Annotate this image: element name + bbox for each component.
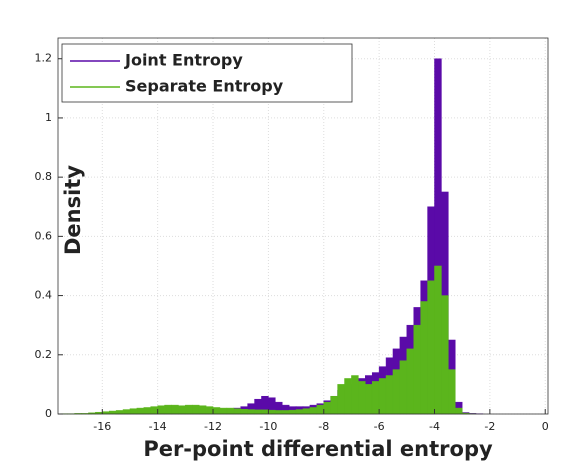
histogram-bar — [108, 410, 117, 415]
histogram-bar — [448, 369, 456, 415]
y-tick-label: 1.2 — [35, 52, 53, 65]
histogram-bar — [288, 409, 297, 415]
histogram-bar — [351, 375, 359, 415]
y-tick-label: 0.4 — [35, 289, 53, 302]
y-tick-label: 0.8 — [35, 170, 53, 183]
histogram-bar — [157, 405, 165, 415]
legend-box — [61, 43, 353, 103]
ticks: -16 -14 -12 -10 -8 -6 -4 -2 0 0 0.2 0.4 0.6 0.8 1 1.2 — [35, 52, 549, 433]
histogram-bar — [136, 407, 145, 415]
histogram-bar — [122, 409, 131, 415]
x-tick-label: -8 — [318, 420, 329, 433]
histogram-bar — [406, 348, 414, 415]
histogram-bar — [295, 409, 304, 415]
histogram-bar — [413, 324, 421, 415]
histogram-bar — [219, 407, 228, 415]
y-tick-label: 0 — [45, 407, 52, 420]
y-tick-label: 0.2 — [35, 348, 53, 361]
histogram-bar — [427, 280, 435, 415]
histogram-bar — [441, 295, 449, 415]
y-tick-label: 0.6 — [35, 229, 53, 242]
plot-frame — [57, 37, 549, 415]
histogram-bar — [150, 406, 158, 415]
x-tick-label: 0 — [542, 420, 549, 433]
histogram-bar — [371, 381, 380, 415]
x-tick-label: -12 — [204, 420, 222, 433]
histogram-bar — [399, 360, 408, 415]
histogram-bar — [268, 409, 276, 415]
histogram-bar — [198, 405, 207, 415]
histogram-bar — [385, 375, 394, 415]
histogram-bar — [323, 401, 331, 415]
x-tick-label: -2 — [484, 420, 495, 433]
histogram-bar — [240, 409, 248, 415]
histogram-bar — [212, 407, 221, 415]
histogram-bar — [115, 410, 124, 415]
histogram-bar — [337, 384, 345, 415]
x-tick-label: -10 — [259, 420, 277, 433]
histogram-bar — [378, 378, 387, 415]
histogram-bar — [330, 395, 338, 415]
histogram-bar — [455, 407, 463, 415]
y-tick-label: 1 — [45, 111, 52, 124]
legend-label: Separate Entropy — [125, 77, 284, 96]
histogram-bar — [420, 301, 428, 415]
histogram-bar — [233, 408, 241, 415]
x-tick-label: -6 — [374, 420, 385, 433]
bars — [60, 58, 484, 415]
legend-label: Joint Entropy — [124, 51, 243, 70]
histogram-bar — [164, 404, 172, 415]
legend: Joint Entropy Separate Entropy — [61, 43, 353, 103]
histogram-bar — [171, 404, 179, 415]
histogram-bar — [281, 410, 290, 415]
histogram-bar — [309, 407, 318, 415]
histogram-bar — [226, 407, 235, 415]
histogram-bar — [247, 409, 255, 415]
histogram-bar — [358, 381, 366, 415]
histogram-bar — [205, 406, 214, 415]
histogram-bar — [392, 369, 401, 415]
histogram-bar — [365, 384, 373, 415]
x-axis-label: Per-point differential entropy — [143, 437, 493, 461]
histogram-bar — [434, 265, 442, 415]
histogram-bar — [254, 409, 262, 415]
y-axis-label: Density — [61, 165, 85, 255]
histogram-bar — [143, 407, 151, 415]
histogram-bar — [178, 405, 186, 415]
x-tick-label: -14 — [149, 420, 167, 433]
histogram-bar — [275, 410, 283, 415]
x-tick-label: -16 — [93, 420, 111, 433]
histogram-bar — [261, 409, 269, 415]
x-tick-label: -4 — [429, 420, 440, 433]
histogram-bar — [302, 408, 311, 415]
histogram-bar — [192, 404, 200, 415]
histogram-bar — [316, 404, 325, 415]
histogram-bar — [185, 404, 193, 415]
histogram-bar — [344, 378, 352, 415]
histogram-bar — [129, 408, 138, 415]
